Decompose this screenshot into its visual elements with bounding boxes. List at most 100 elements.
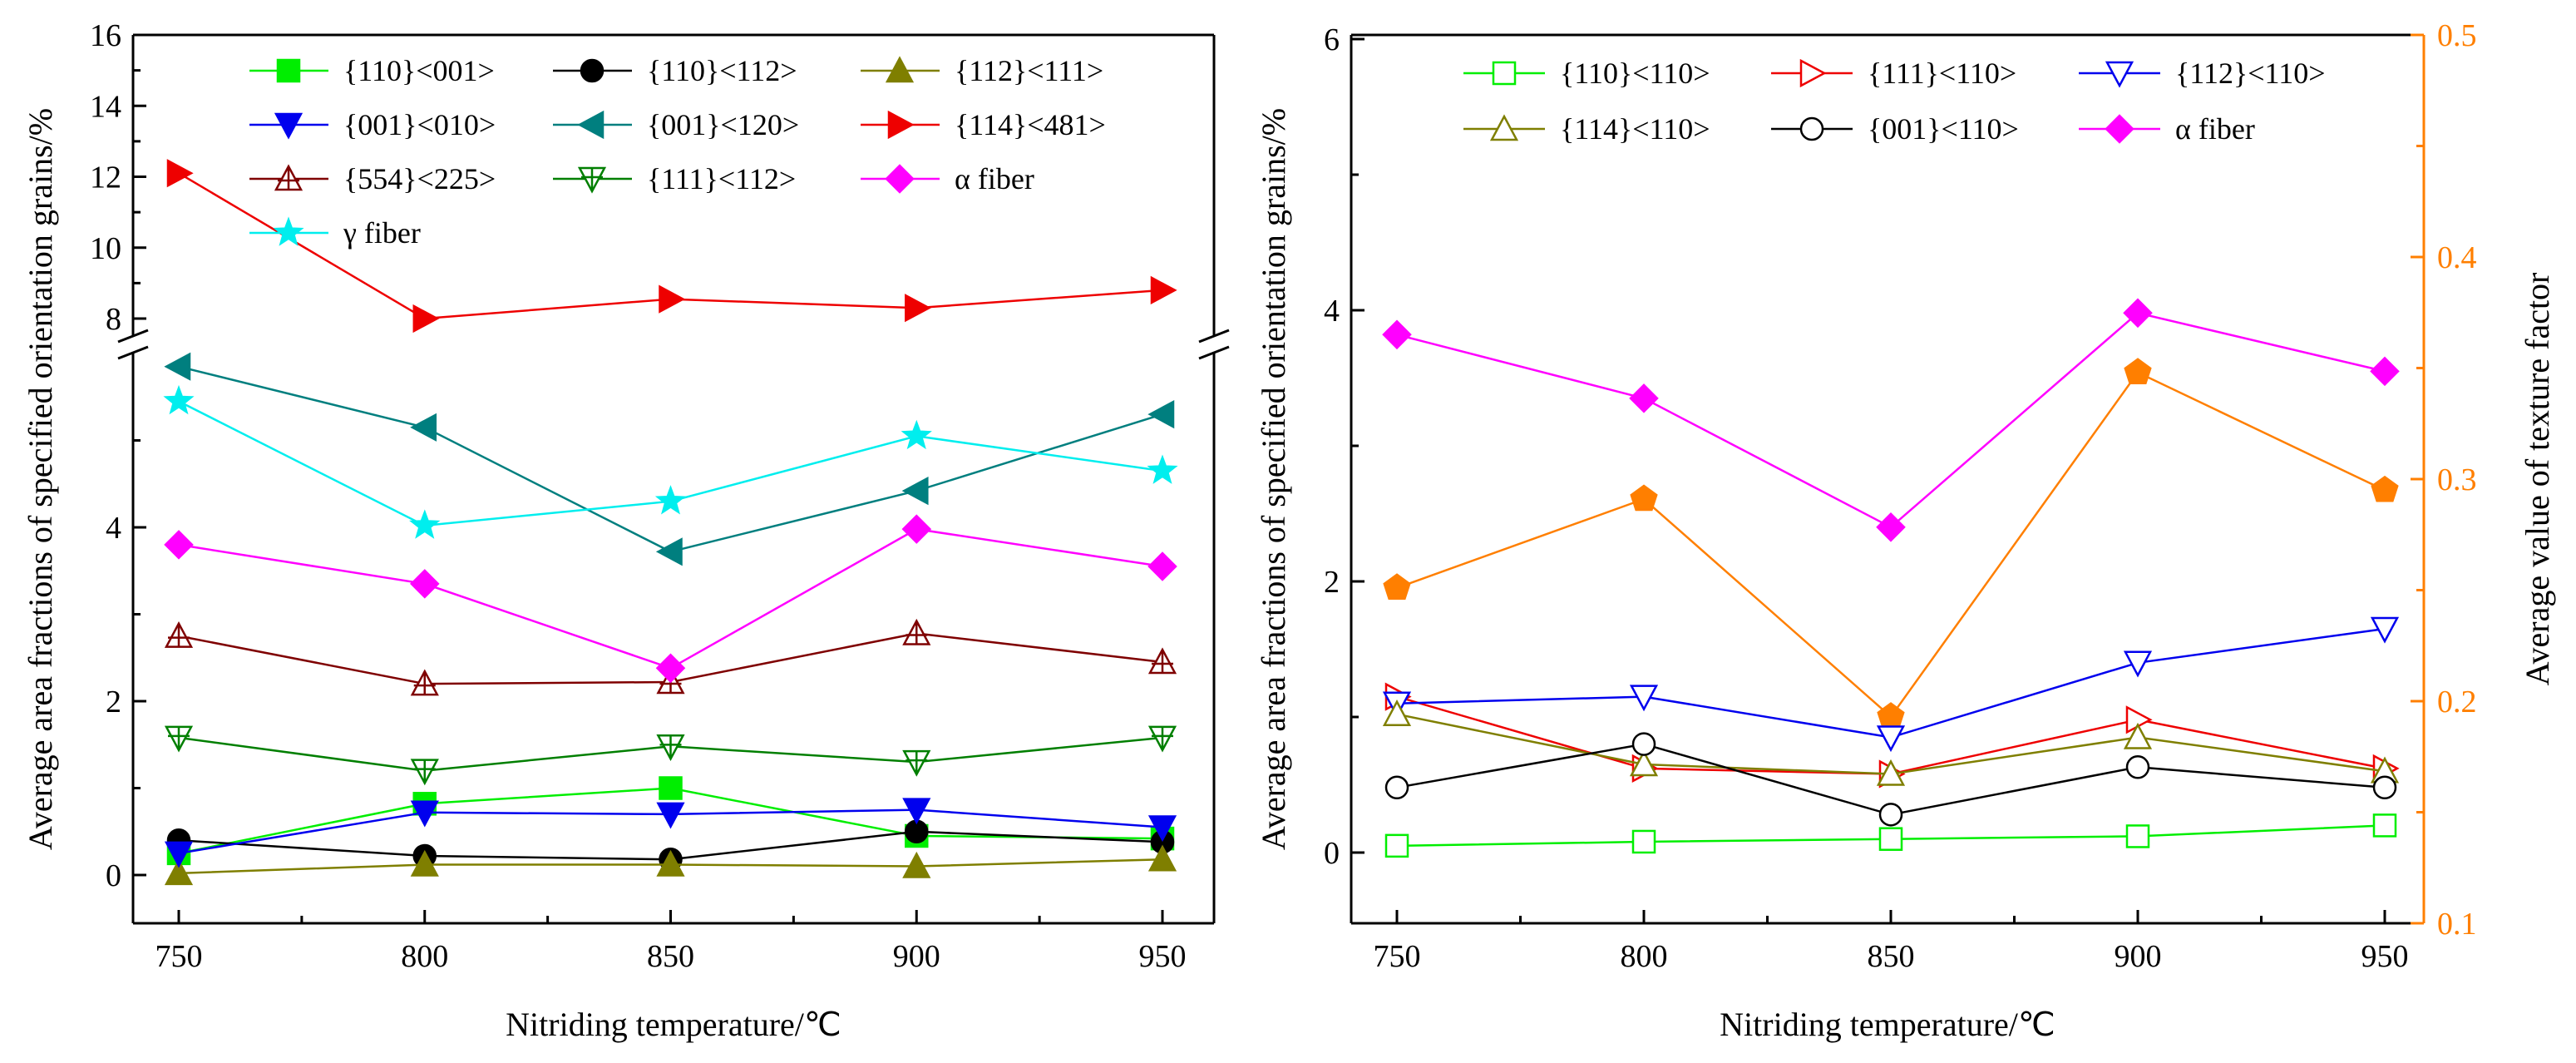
left-series-001-120 (164, 352, 1175, 566)
left-data-point (412, 304, 440, 334)
left-series-fiber (163, 384, 1178, 539)
left-data-point (1150, 275, 1177, 304)
left-data-point (164, 530, 194, 560)
left-panel: 750 800 850 900 950 0 2 4 8 10 12 14 16 Nitriding tem… (22, 18, 1230, 1043)
right-y2-tick-label: 0.1 (2437, 907, 2477, 942)
left-axis-break-mark-left-b (117, 345, 149, 360)
right-data-point (2123, 298, 2153, 329)
left-data-point (659, 776, 683, 800)
right-legend-label: {112}<110> (2175, 57, 2326, 90)
left-data-point (410, 849, 439, 877)
left-y-tick-label: 4 (106, 511, 121, 546)
left-y-tick-label: 10 (90, 231, 121, 266)
left-data-point (1147, 551, 1177, 581)
left-legend-item: {110}<001> (249, 54, 495, 87)
right-legend-item: {114}<110> (1463, 112, 1710, 146)
right-x-axis-label: Nitriding temperature/℃ (1720, 1006, 2055, 1043)
right-legend: {110}<110> {111}<110> {112}<110> {114}<110>… (1463, 57, 2326, 146)
left-legend-marker (276, 58, 301, 83)
right-y2-tick-label: 0.5 (2437, 18, 2477, 53)
left-legend-label: α fiber (955, 162, 1034, 195)
right-texture-factor-point (1630, 484, 1658, 512)
right-y2-tick-label: 0.4 (2437, 240, 2477, 275)
left-legend-item: {001}<120> (553, 108, 799, 141)
right-y2-tick-label: 0.2 (2437, 685, 2477, 719)
left-legend-marker (885, 164, 915, 194)
left-legend-label: {001}<120> (647, 108, 799, 141)
right-panel: 750 800 850 900 950 0 2 4 6 0.1 0.2 0.3 0.4 0.5 Nitrid… (1255, 18, 2556, 1043)
right-series-110-110 (1384, 813, 2397, 858)
right-data-point (2125, 755, 2150, 779)
left-legend-label: {114}<481> (955, 108, 1106, 141)
left-data-point (1147, 844, 1177, 872)
left-x-tick-label: 900 (893, 939, 940, 974)
left-y-tick-label: 8 (106, 302, 121, 337)
right-texture-factor-point (2124, 358, 2152, 385)
left-series-114-481 (166, 159, 1177, 334)
right-legend-item: {110}<110> (1463, 57, 1710, 90)
left-legend-marker (273, 216, 304, 246)
left-legend-label: {111}<112> (647, 162, 796, 195)
left-legend-marker (577, 110, 605, 140)
left-legend-marker (887, 110, 915, 140)
right-legend-label: {111}<110> (1868, 57, 2016, 90)
right-data-point (1629, 383, 1659, 413)
left-data-point (905, 294, 931, 323)
right-x-tick-label: 900 (2115, 939, 2162, 974)
left-legend-label: {112}<111> (955, 54, 1103, 87)
right-legend-marker (1799, 58, 1827, 88)
right-data-point (2372, 813, 2397, 838)
left-y-tick-label: 12 (90, 161, 121, 195)
left-data-point (410, 569, 440, 599)
left-x-tick-label: 950 (1139, 939, 1187, 974)
right-y-tick-label: 4 (1324, 294, 1340, 329)
left-x-tick-label: 850 (647, 939, 694, 974)
right-data-point (2123, 722, 2153, 749)
right-series-fiber (1382, 298, 2400, 542)
left-data-point (164, 841, 194, 868)
right-y-tick-label: 2 (1324, 565, 1340, 600)
left-axis-break-mark-left-a (117, 329, 149, 344)
right-legend-label: α fiber (2175, 112, 2255, 146)
left-legend-marker (885, 56, 915, 83)
right-data-point (1629, 685, 1659, 712)
left-data-point (163, 384, 195, 415)
left-data-point (166, 159, 194, 188)
right-data-point (2125, 824, 2150, 848)
right-data-point (2372, 775, 2397, 800)
left-data-point (902, 851, 931, 878)
right-x-tick-label: 950 (2361, 939, 2409, 974)
left-data-point (654, 485, 687, 515)
left-data-point (164, 352, 191, 381)
left-x-axis-label: Nitriding temperature/℃ (506, 1006, 841, 1043)
right-data-point (1384, 833, 1409, 858)
left-legend-marker (580, 58, 605, 83)
left-y-tick-label: 2 (106, 685, 121, 719)
left-data-point (901, 419, 932, 450)
left-legend-item: {001}<010> (249, 108, 496, 141)
right-legend-label: {001}<110> (1868, 112, 2019, 146)
right-legend-item: {111}<110> (1771, 57, 2016, 90)
right-x-tick-label: 800 (1621, 939, 1668, 974)
left-legend-item: γ fiber (249, 216, 421, 250)
right-data-point (1631, 732, 1656, 756)
left-legend-item: {111}<112> (553, 162, 796, 195)
right-texture-factor-point (1383, 573, 1411, 601)
left-data-point (656, 849, 685, 877)
left-axis-break-mark-right-b (1198, 345, 1230, 360)
left-data-point (409, 509, 441, 539)
right-data-point (1876, 759, 1906, 786)
left-y-tick-label: 14 (90, 89, 121, 124)
right-data-point (2370, 356, 2400, 387)
right-series-001-110 (1384, 732, 2397, 827)
left-x-tick-label: 800 (401, 939, 448, 974)
left-legend-marker (274, 112, 303, 140)
left-legend-label: {110}<001> (343, 54, 495, 87)
right-x-tick-label: 850 (1868, 939, 1915, 974)
left-axis-break-mark-right-a (1198, 329, 1230, 344)
left-legend-label: {110}<112> (647, 54, 797, 87)
right-data-point (2370, 616, 2400, 644)
right-y-axis-label: Average area fractions of specified orie… (1255, 108, 1292, 850)
left-data-point (901, 477, 929, 506)
